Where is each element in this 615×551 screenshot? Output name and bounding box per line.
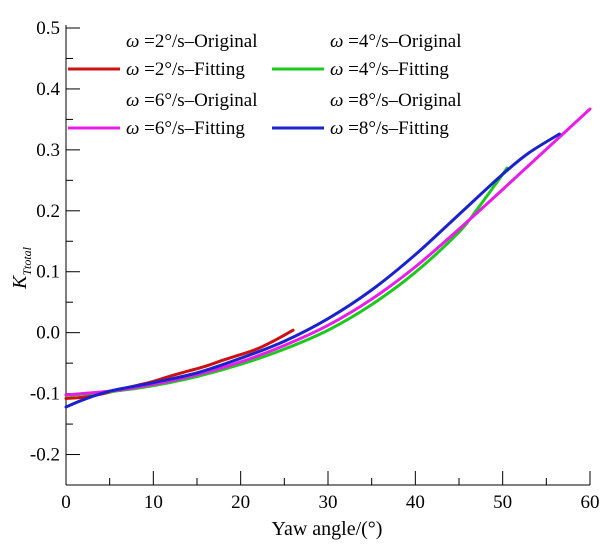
- legend-label-text: =8°/s–Original: [343, 90, 461, 111]
- legend-label: ω =2°/s–Fitting: [126, 59, 245, 80]
- legend-entry-6-s-fitting: ω =6°/s–Fitting: [68, 118, 245, 139]
- series-line-8-s-fitting: [64, 132, 561, 409]
- x-tick-label: 40: [406, 492, 425, 513]
- x-tick-label: 50: [493, 492, 512, 513]
- legend-entry-2-s-original: ω =2°/s–Original: [126, 31, 257, 52]
- y-tick-label: 0.0: [36, 323, 60, 344]
- omega-symbol: ω: [126, 118, 139, 139]
- series-line-6-s-fitting: [64, 107, 592, 397]
- legend-entry-2-s-fitting: ω =2°/s–Fitting: [68, 59, 245, 80]
- y-tick-label: 0.4: [36, 79, 60, 100]
- omega-symbol: ω: [330, 118, 343, 139]
- omega-symbol: ω: [126, 90, 139, 111]
- legend-entry-4-s-fitting: ω =4°/s–Fitting: [272, 59, 449, 80]
- legend-label: ω =8°/s–Original: [330, 90, 461, 111]
- legend-entry-4-s-original: ω =4°/s–Original: [330, 31, 461, 52]
- legend-entry-8-s-fitting: ω =8°/s–Fitting: [272, 118, 449, 139]
- omega-symbol: ω: [126, 31, 139, 52]
- omega-symbol: ω: [330, 59, 343, 80]
- x-tick-label: 60: [581, 492, 600, 513]
- legend-label-text: =2°/s–Original: [139, 31, 257, 52]
- y-tick-label: 0.5: [36, 18, 60, 39]
- legend-label: ω =4°/s–Original: [330, 31, 461, 52]
- legend-label-text: =8°/s–Fitting: [343, 118, 449, 139]
- series-line-2-s-fitting: [64, 328, 295, 400]
- legend-label: ω =4°/s–Fitting: [330, 59, 449, 80]
- legend-label: ω =8°/s–Fitting: [330, 118, 449, 139]
- legend-label: ω =2°/s–Original: [126, 31, 257, 52]
- legend-label-text: =2°/s–Fitting: [139, 59, 245, 80]
- x-tick-label: 20: [231, 492, 250, 513]
- omega-symbol: ω: [126, 59, 139, 80]
- omega-symbol: ω: [330, 90, 343, 111]
- legend-entry-8-s-original: ω =8°/s–Original: [330, 90, 461, 111]
- x-axis-title: Yaw angle/(°): [272, 518, 383, 540]
- x-tick-label: 0: [61, 492, 71, 513]
- series-line-4-s-fitting: [64, 166, 509, 397]
- legend-label: ω =6°/s–Fitting: [126, 118, 245, 139]
- legend-label: ω =6°/s–Original: [126, 90, 257, 111]
- axes: 0.5 0.4 0.3 0.2 0.1 0.0 -0.1 -0.2 0 10 20 30 40 50 60: [30, 18, 600, 513]
- y-tick-label: 0.2: [36, 201, 60, 222]
- y-tick-label: 0.3: [36, 140, 60, 161]
- series-layer: [64, 107, 592, 409]
- y-tick-label: -0.1: [30, 384, 60, 405]
- legend-label-text: =4°/s–Original: [343, 31, 461, 52]
- y-tick-label: 0.1: [36, 262, 60, 283]
- legend-label-text: =6°/s–Original: [139, 90, 257, 111]
- legend-entry-6-s-original: ω =6°/s–Original: [126, 90, 257, 111]
- legend-label-text: =4°/s–Fitting: [343, 59, 449, 80]
- omega-symbol: ω: [330, 31, 343, 52]
- y-axis-title-main: K: [9, 274, 31, 290]
- y-tick-label: -0.2: [30, 445, 60, 466]
- y-axis-title: KTtotal: [9, 246, 34, 290]
- x-tick-label: 10: [144, 492, 163, 513]
- y-axis-title-sub: Ttotal: [20, 246, 34, 275]
- legend-label-text: =6°/s–Fitting: [139, 118, 245, 139]
- x-tick-label: 30: [319, 492, 338, 513]
